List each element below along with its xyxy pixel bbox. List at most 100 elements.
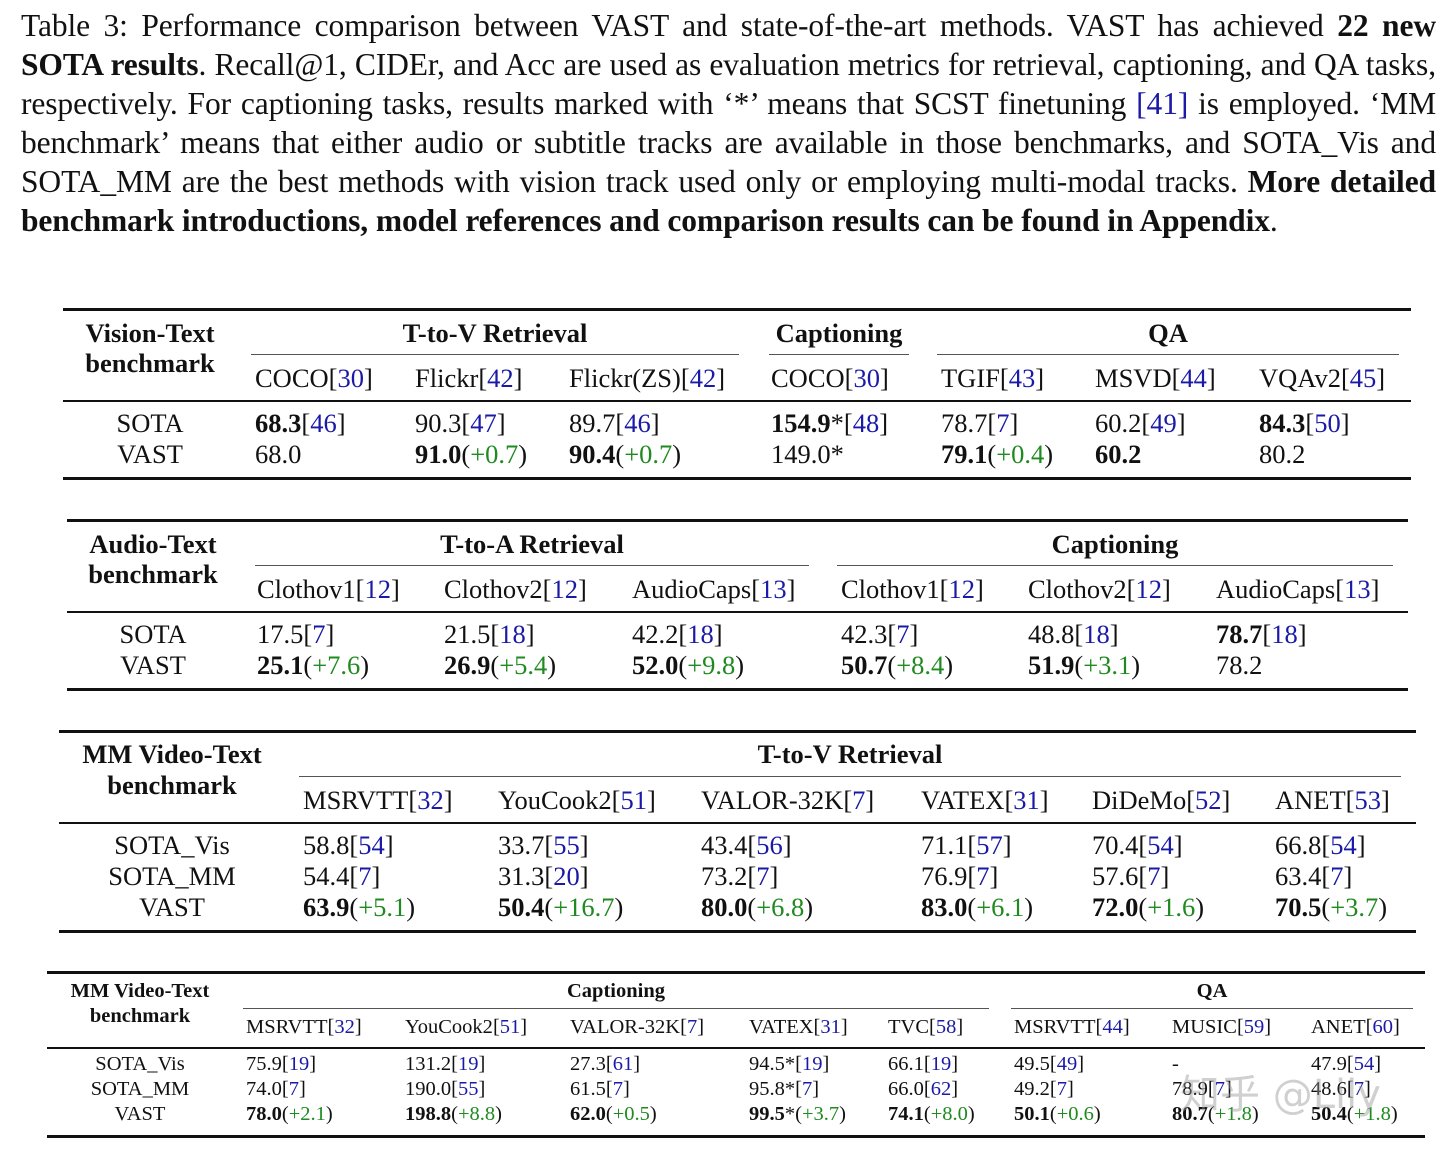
table-cell: 66.8[54]: [1275, 830, 1366, 860]
citation-link[interactable]: 7: [358, 861, 372, 891]
citation-link[interactable]: 13: [1344, 574, 1371, 604]
citation-link[interactable]: 43: [1008, 363, 1036, 393]
column-name: MSRVTT: [303, 785, 409, 815]
cell-value: 48.6: [1311, 1078, 1347, 1100]
citation-link[interactable]: 12: [551, 574, 578, 604]
citation-link[interactable]: 42: [487, 363, 514, 393]
citation-link[interactable]: 45: [1349, 363, 1377, 393]
citation-link[interactable]: 18: [499, 619, 526, 649]
citation-link[interactable]: 55: [553, 830, 580, 860]
citation-link[interactable]: 31: [820, 1016, 841, 1038]
citation-link[interactable]: 18: [1271, 619, 1298, 649]
gain-value: +6.8: [756, 892, 805, 922]
citation-link[interactable]: 7: [288, 1078, 299, 1100]
cell-value: 149.0: [771, 439, 831, 469]
citation-link[interactable]: 48: [852, 408, 880, 438]
row-label: SOTA: [116, 408, 184, 438]
citation-link[interactable]: 7: [1147, 861, 1161, 891]
citation-link[interactable]: 52: [1195, 785, 1222, 815]
citation-link[interactable]: 7: [1056, 1078, 1067, 1100]
citation-link[interactable]: 7: [1353, 1078, 1364, 1100]
citation-link[interactable]: 19: [801, 1053, 823, 1075]
table-cell: 47.9[54]: [1311, 1053, 1382, 1075]
citation-link[interactable]: 46: [310, 408, 337, 438]
citation-link[interactable]: 20: [553, 861, 580, 891]
citation-link[interactable]: 7: [1214, 1078, 1225, 1100]
corner-header-line: MM Video-Text: [70, 980, 210, 1002]
scst-marker: *: [784, 1053, 796, 1075]
citation-link[interactable]: 57: [976, 830, 1003, 860]
citation-link[interactable]: 59: [1243, 1016, 1265, 1038]
citation-link[interactable]: 7: [756, 861, 770, 891]
citation-link[interactable]: 51: [620, 785, 648, 815]
citation-link[interactable]: 30: [337, 363, 364, 393]
cell-value: 84.3: [1259, 408, 1306, 438]
column-header: AudioCaps[13]: [1216, 574, 1380, 604]
citation-link[interactable]: 60: [1372, 1016, 1393, 1038]
cell-value: 95.8: [749, 1078, 785, 1100]
citation-link[interactable]: 49: [1150, 408, 1177, 438]
column-name: VALOR-32K: [570, 1016, 681, 1038]
table-caption: Table 3: Performance comparison between …: [21, 8, 1436, 238]
citation-link[interactable]: 53: [1354, 785, 1381, 815]
row-label: SOTA: [119, 619, 187, 649]
citation-link[interactable]: 7: [801, 1078, 813, 1100]
citation-link[interactable]: 31: [1013, 785, 1040, 815]
citation-link[interactable]: 13: [760, 574, 787, 604]
citation-link[interactable]: 12: [364, 574, 391, 604]
citation-link[interactable]: 44: [1102, 1016, 1123, 1038]
citation-link[interactable]: 42: [689, 363, 717, 393]
group-underline: [837, 565, 1393, 566]
citation-link[interactable]: 32: [334, 1016, 355, 1038]
cell-value: 94.5: [749, 1053, 785, 1075]
citation-link[interactable]: 7: [996, 408, 1010, 438]
citation-link[interactable]: 18: [1083, 619, 1110, 649]
citation-link[interactable]: 19: [288, 1053, 310, 1075]
citation-link[interactable]: 19: [457, 1053, 479, 1075]
citation-link[interactable]: 55: [457, 1078, 479, 1100]
cell-value: 78.7: [1216, 619, 1263, 649]
gain-value: +9.8: [687, 650, 736, 680]
citation-link[interactable]: 18: [687, 619, 714, 649]
citation-link[interactable]: 46: [624, 408, 651, 438]
group-underline: [255, 565, 809, 566]
citation-link[interactable]: 54: [1330, 830, 1357, 860]
citation-link[interactable]: 61: [612, 1053, 634, 1075]
cell-value: 42.2: [632, 619, 679, 649]
citation-link[interactable]: 7: [612, 1078, 623, 1100]
column-header: COCO[30]: [771, 363, 889, 393]
column-name: MSRVTT: [1014, 1016, 1096, 1038]
citation-link[interactable]: 51: [499, 1016, 521, 1038]
citation-link[interactable]: 56: [756, 830, 783, 860]
citation-link[interactable]: 54: [358, 830, 385, 860]
citation-link[interactable]: 7: [852, 785, 866, 815]
citation-link[interactable]: [41]: [1136, 86, 1189, 121]
cell-value: 49.5: [1014, 1053, 1050, 1075]
citation-link[interactable]: 49: [1056, 1053, 1078, 1075]
citation-link[interactable]: 7: [312, 619, 326, 649]
citation-link[interactable]: 7: [686, 1016, 698, 1038]
citation-link[interactable]: 7: [976, 861, 990, 891]
citation-link[interactable]: 12: [948, 574, 975, 604]
citation-link[interactable]: 7: [1330, 861, 1344, 891]
citation-link[interactable]: 12: [1135, 574, 1162, 604]
citation-link[interactable]: 50: [1314, 408, 1341, 438]
column-name: VATEX: [749, 1016, 814, 1038]
citation-link[interactable]: 19: [930, 1053, 952, 1075]
citation-link[interactable]: 47: [470, 408, 497, 438]
cell-value: 70.5: [1275, 892, 1322, 922]
citation-link[interactable]: 44: [1180, 363, 1207, 393]
column-header: Clothov1[12]: [841, 574, 984, 604]
citation-link[interactable]: 58: [935, 1016, 957, 1038]
citation-link[interactable]: 32: [417, 785, 444, 815]
table-cell: 57.6[7]: [1092, 861, 1170, 891]
citation-link[interactable]: 30: [853, 363, 880, 393]
gain-value: +8.8: [457, 1103, 496, 1125]
citation-link[interactable]: 54: [1147, 830, 1174, 860]
citation-link[interactable]: 62: [930, 1078, 952, 1100]
citation-link[interactable]: 54: [1353, 1053, 1375, 1075]
table-cell: 60.2: [1095, 439, 1141, 469]
gain-value: +6.1: [976, 892, 1025, 922]
cell-value: 49.2: [1014, 1078, 1050, 1100]
citation-link[interactable]: 7: [896, 619, 910, 649]
